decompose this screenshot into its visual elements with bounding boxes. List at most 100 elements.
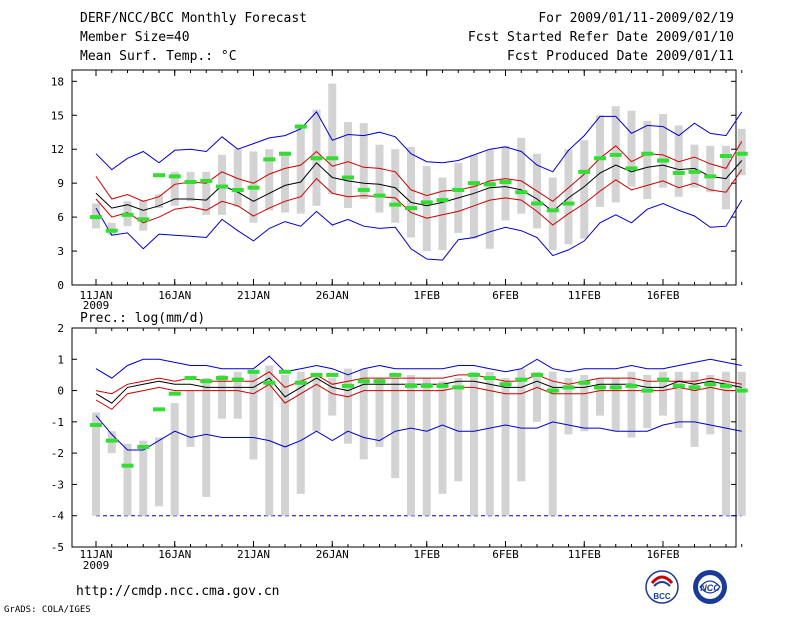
temp-xtick-label: 26JAN [316,289,349,302]
temp-obs-marker [200,178,213,183]
prec-obs-marker [609,385,622,390]
prec-obs-marker [279,369,291,374]
prec-obs-marker [531,372,543,377]
temp-spread-bar [659,114,667,188]
temp-obs-marker [420,200,433,205]
prec-spread-bar [485,371,494,516]
prec-spread-bar [186,390,195,447]
temp-obs-marker [468,181,480,186]
temp-obs-marker [216,184,228,189]
temp-spread-bar [328,83,337,195]
forecast-started-label: Fcst Started Refer Date 2009/01/10 [467,30,734,45]
prec-ytick-label: -3 [51,478,64,491]
temp-spread-bar [643,120,652,199]
temp-spread-bar [170,171,179,206]
prec-spread-bar [155,437,163,507]
temp-xtick-label: 11JAN [79,289,112,302]
temp-spread-bar [265,149,274,211]
temp-obs-marker [231,187,244,192]
temp-spread-bar [470,154,478,239]
temp-obs-marker [90,215,102,220]
temp-obs-marker [641,151,654,156]
temp-obs-marker [657,158,669,163]
ncc-logo: NCC [693,570,727,604]
temp-xtick-label: 16JAN [158,289,191,302]
prec-spread-bar [737,371,746,516]
prec-obs-marker [168,391,181,396]
prec-ytick-label: -4 [51,510,65,523]
temp-spread-bar [548,177,557,250]
temp-obs-marker [294,124,307,129]
temp-panel: 0 3 6 9 12 15 18 11JAN 16JAN 21JAN 26JAN 1FEB 6FEB 11… [51,69,748,312]
temp-obs-marker [720,154,732,158]
prec-spread-bar [375,378,384,447]
temp-spread-bar [580,140,589,239]
prec-spread-bar [706,374,715,435]
bcc-logo-text: BCC [653,592,671,601]
prec-obs-marker [468,372,480,377]
chart-title: DERF/NCC/BCC Monthly Forecast [80,11,307,26]
temp-obs-marker [405,206,417,211]
top-panel-variable-label: Mean Surf. Temp.: °C [80,49,237,64]
prec-frame [71,327,737,548]
prec-obs-marker [515,377,528,382]
temp-xtick-label: 11FEB [568,289,601,302]
prec-xtick-label: 1FEB [414,548,441,561]
temp-spread-bar [674,125,683,197]
prec-spread-bar [643,374,652,429]
prec-spread-bar [580,374,589,432]
temp-obs-marker [121,212,134,217]
prec-obs-marker [688,385,701,390]
prec-xtick-label: 26JAN [316,548,349,561]
prec-spread-bar [139,440,148,516]
prec-obs-marker [641,388,654,393]
prec-obs-marker [121,463,134,468]
temp-ytick-label: 6 [57,211,64,224]
prec-obs-marker [672,383,685,388]
prec-obs-marker [546,388,559,393]
temp-spread-bar [281,151,289,213]
prec-xtick-label: 11FEB [568,548,601,561]
prec-spread-bar [722,371,730,516]
temp-lower-spread-line [95,169,743,226]
prec-spread-bar [407,374,415,516]
prec-obs-marker [153,407,165,412]
prec-obs-marker [578,380,591,385]
prec-obs-marker [735,388,748,393]
prec-spread-bar [249,371,258,460]
temp-obs-marker [483,182,496,187]
temp-obs-marker [168,174,181,179]
prec-obs-marker [310,372,323,377]
temp-min-line [95,199,743,261]
prec-obs-marker [562,385,575,390]
temp-spread-bar [391,149,400,223]
temp-obs-marker [531,201,543,206]
temp-obs-marker [153,173,165,178]
temp-mean-line [95,160,743,213]
forecast-produced-label: Fcst Produced Date 2009/01/11 [507,49,734,64]
temp-spread-bar [359,123,368,199]
temp-obs-marker [562,201,575,206]
prec-obs-marker [436,383,449,388]
source-url: http://cmdp.ncc.cma.gov.cn [76,584,280,599]
temp-spread-bar [596,115,604,207]
temp-spread-bar [722,145,730,210]
temp-obs-marker [546,208,559,213]
prec-spread-bar [627,371,636,438]
prec-spread-bar [422,378,431,516]
temp-obs-marker [499,180,512,185]
prec-obs-marker [90,422,102,427]
prec-obs-marker [452,385,465,390]
prec-spread-bar [233,371,242,419]
prec-spread-bar [202,378,211,497]
temp-obs-marker [137,217,150,222]
temp-obs-marker [326,156,339,161]
prec-spread-bar [123,443,132,516]
prec-lower-spread-line [95,383,742,410]
temp-obs-marker [373,193,386,198]
prec-obs-marker [420,383,433,388]
temp-obs-marker [342,175,354,180]
prec-obs-marker [389,372,402,377]
prec-year-label: 2009 [83,559,110,572]
prec-spread-bar [533,371,541,422]
